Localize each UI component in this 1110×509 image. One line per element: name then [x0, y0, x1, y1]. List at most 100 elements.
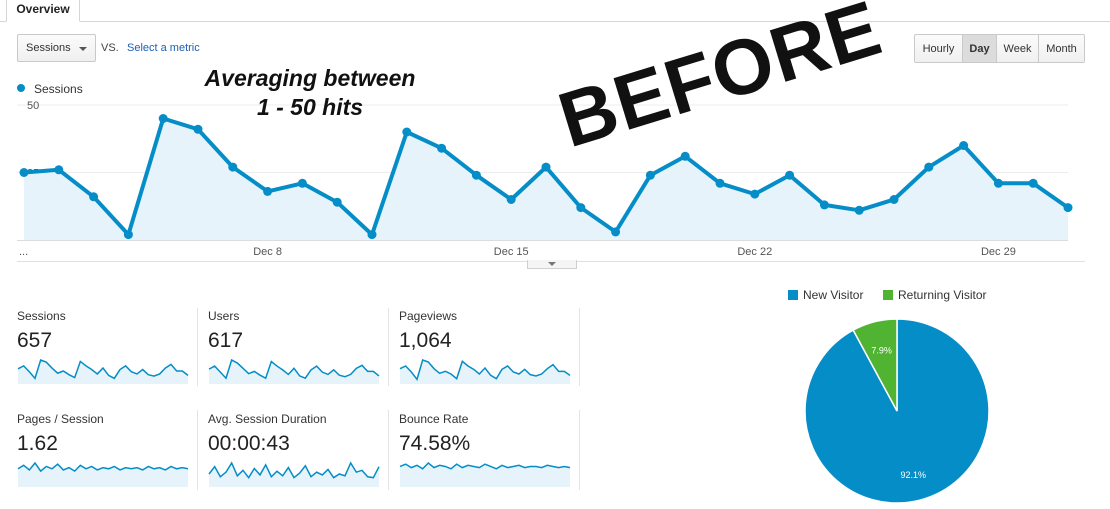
- period-week-button[interactable]: Week: [997, 35, 1039, 62]
- period-hourly-button[interactable]: Hourly: [915, 35, 963, 62]
- legend-series-label: Sessions: [34, 82, 83, 96]
- data-point[interactable]: [993, 178, 1003, 188]
- sparkline-line: [17, 461, 189, 473]
- metric-value: 74.58%: [399, 432, 471, 455]
- data-point[interactable]: [645, 170, 655, 180]
- metric-dropdown[interactable]: Sessions: [17, 34, 96, 62]
- x-tick-label: Dec 15: [494, 246, 529, 258]
- tab-overview[interactable]: Overview: [6, 0, 80, 22]
- pie-slice[interactable]: [852, 318, 898, 412]
- metric-card-pages-per-session[interactable]: Pages / Session 1.62: [17, 412, 199, 488]
- chart-legend: Sessions: [17, 82, 83, 96]
- sparkline-area: [209, 360, 379, 384]
- visitor-pie-chart[interactable]: 92.1% 7.9%: [796, 313, 996, 509]
- legend-swatch: [883, 290, 893, 300]
- card-divider: [388, 308, 389, 386]
- metric-label: Pages / Session: [17, 412, 104, 426]
- annotation-averaging-line1: Averaging between: [204, 65, 416, 91]
- sparkline-area: [18, 360, 188, 384]
- metric-label: Sessions: [17, 309, 66, 323]
- data-point[interactable]: [123, 230, 133, 240]
- metric-value: 1,064: [399, 329, 452, 352]
- metric-value: 657: [17, 329, 53, 352]
- pie-legend-label: New Visitor: [803, 288, 864, 302]
- metric-value: 617: [208, 329, 244, 352]
- data-point[interactable]: [228, 162, 238, 172]
- card-divider: [579, 410, 580, 490]
- data-point[interactable]: [332, 197, 342, 207]
- data-point[interactable]: [437, 143, 447, 153]
- card-divider: [579, 308, 580, 386]
- data-point[interactable]: [297, 178, 307, 188]
- sparkline: [399, 461, 571, 487]
- data-point[interactable]: [54, 165, 64, 175]
- data-point[interactable]: [785, 170, 795, 180]
- data-point[interactable]: [924, 162, 934, 172]
- data-point[interactable]: [959, 141, 969, 150]
- card-divider: [197, 410, 198, 490]
- metric-card-pageviews[interactable]: Pageviews 1,064: [399, 309, 581, 385]
- data-point[interactable]: [750, 189, 760, 199]
- data-point[interactable]: [367, 230, 377, 240]
- pie-slice-label: 7.9%: [871, 345, 892, 355]
- sparkline: [208, 461, 380, 487]
- series-area: [24, 118, 1068, 240]
- annotation-averaging: Averaging between 1 - 50 hits: [160, 64, 460, 122]
- metric-label: Pageviews: [399, 309, 458, 323]
- data-point[interactable]: [576, 203, 586, 213]
- x-tick-label: ...: [19, 246, 28, 258]
- chart-resize-handle[interactable]: [527, 260, 577, 269]
- data-point[interactable]: [1063, 203, 1073, 213]
- chevron-down-icon: [79, 47, 87, 51]
- sparkline-area: [400, 360, 570, 384]
- data-point[interactable]: [854, 205, 864, 215]
- data-point[interactable]: [193, 124, 203, 134]
- pie-slice-label: 92.1%: [901, 470, 927, 480]
- sparkline-line: [17, 359, 189, 380]
- data-point[interactable]: [19, 168, 29, 177]
- data-point[interactable]: [471, 170, 481, 180]
- pie-legend-new-visitor[interactable]: New Visitor: [788, 288, 863, 302]
- sparkline: [399, 359, 571, 384]
- data-point[interactable]: [89, 192, 99, 202]
- data-point[interactable]: [541, 162, 551, 172]
- y-tick-label: 50: [27, 100, 39, 112]
- x-tick-label: Dec 29: [981, 246, 1016, 258]
- metric-card-bounce-rate[interactable]: Bounce Rate 74.58%: [399, 412, 581, 488]
- period-month-button[interactable]: Month: [1039, 35, 1084, 62]
- legend-swatch: [788, 290, 798, 300]
- pie-legend-returning-visitor[interactable]: Returning Visitor: [883, 288, 987, 302]
- select-metric-link[interactable]: Select a metric: [127, 42, 200, 54]
- x-tick-label: Dec 22: [737, 246, 772, 258]
- sparkline-area: [18, 463, 188, 487]
- metric-dropdown-label: Sessions: [26, 42, 71, 54]
- metric-card-avg-session-duration[interactable]: Avg. Session Duration 00:00:43: [208, 412, 390, 488]
- sparkline-area: [400, 463, 570, 487]
- sparkline-line: [399, 461, 571, 470]
- data-point[interactable]: [715, 178, 725, 188]
- data-point[interactable]: [680, 151, 690, 161]
- sparkline: [17, 461, 189, 487]
- data-point[interactable]: [889, 195, 899, 204]
- data-point[interactable]: [506, 195, 516, 204]
- metric-label: Users: [208, 309, 240, 323]
- period-toggle-group: Hourly Day Week Month: [914, 34, 1085, 63]
- metric-label: Bounce Rate: [399, 412, 469, 426]
- data-point[interactable]: [402, 127, 412, 137]
- vs-label: VS.: [101, 42, 119, 54]
- sparkline-line: [399, 359, 571, 381]
- metric-card-users[interactable]: Users 617: [208, 309, 390, 385]
- metric-card-sessions[interactable]: Sessions 657: [17, 309, 199, 385]
- data-point[interactable]: [819, 200, 829, 210]
- data-point[interactable]: [611, 227, 621, 237]
- metric-label: Avg. Session Duration: [208, 412, 327, 426]
- period-day-button[interactable]: Day: [963, 35, 997, 62]
- metric-value: 1.62: [17, 432, 58, 455]
- data-point[interactable]: [158, 114, 168, 123]
- pie-legend-label: Returning Visitor: [898, 288, 987, 302]
- x-tick-label: Dec 8: [253, 246, 282, 258]
- tab-bar: Overview: [0, 0, 1110, 22]
- data-point[interactable]: [263, 186, 273, 196]
- data-point[interactable]: [1028, 178, 1038, 188]
